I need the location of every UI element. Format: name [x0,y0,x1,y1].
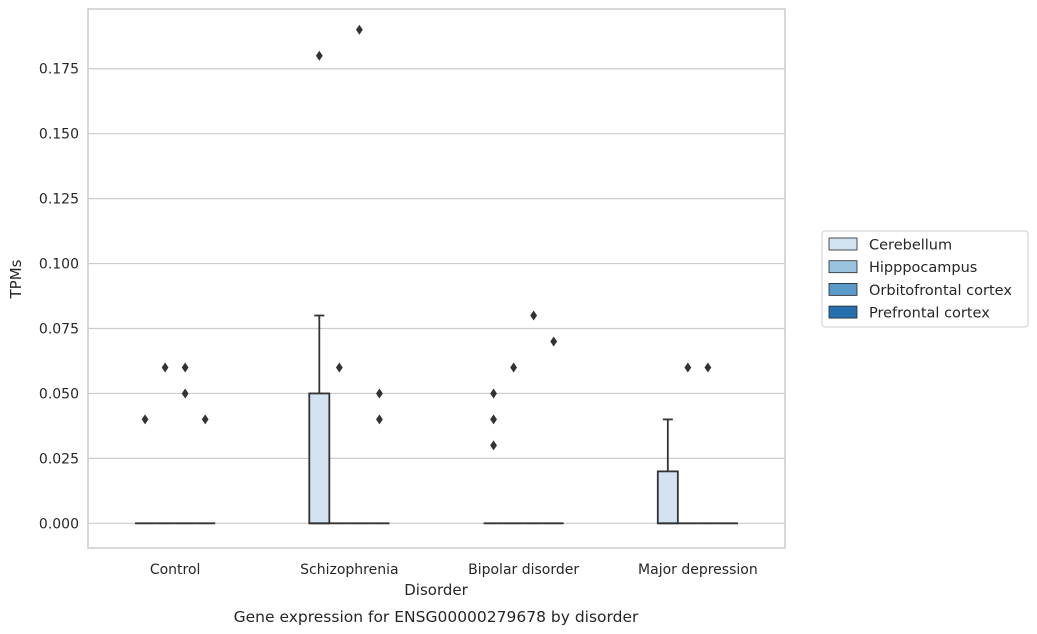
outlier-point [315,50,323,61]
box-plot [656,418,679,525]
y-tick-label: 0.175 [39,62,79,78]
outlier-point [376,414,383,425]
outlier-point [161,362,169,373]
legend: Cerebellum Hipppocampus Orbitofrontal cort… [821,230,1029,328]
y-tick-label: 0.050 [39,386,79,402]
box-plot [308,314,331,525]
y-tick-label: 0.000 [39,516,79,532]
legend-label: Prefrontal cortex [869,306,990,322]
outlier-point [490,414,497,425]
x-tick-label: Bipolar disorder [468,562,579,578]
y-axis-label: TPMs [7,259,25,299]
y-tick-label: 0.075 [39,322,79,338]
x-axis-ticks: Control Schizophrenia Bipolar disorder Majo… [150,562,758,578]
box-rect [308,392,331,525]
outlier-point [355,24,363,35]
outlier-points [141,24,712,451]
outlier-point [684,362,692,373]
legend-frame [821,230,1029,328]
outlier-point [510,362,518,373]
outlier-point [490,388,497,399]
box-rect [656,470,679,525]
y-tick-label: 0.125 [39,192,79,208]
outlier-point [181,388,189,399]
x-axis-label: Disorder [404,581,468,599]
legend-swatch [828,282,858,296]
plot-frame [87,8,786,549]
x-tick-label: Control [150,562,201,578]
outlier-point [201,414,209,425]
grid-lines [88,68,785,524]
outlier-point [490,440,497,451]
box-series [135,314,738,525]
chart-caption: Gene expression for ENSG00000279678 by d… [234,608,639,626]
x-tick-label: Schizophrenia [300,562,398,578]
outlier-point [181,362,189,373]
outlier-point [141,414,149,425]
y-tick-label: 0.150 [39,127,79,143]
legend-label: Cerebellum [869,238,952,254]
y-tick-label: 0.025 [39,451,79,467]
outlier-point [530,310,538,321]
outlier-point [335,362,343,373]
outlier-point [550,336,558,347]
y-axis-ticks: 0.000 0.025 0.050 0.075 0.100 0.125 0.150 0.175 [39,62,79,533]
legend-label: Orbitofrontal cortex [869,283,1012,299]
x-tick-label: Major depression [638,562,758,578]
legend-swatch [828,305,858,319]
legend-swatch [828,260,858,274]
y-tick-label: 0.100 [39,257,79,273]
legend-label: Hipppocampus [869,260,977,276]
outlier-point [704,362,712,373]
legend-swatch [828,237,858,251]
outlier-point [376,388,383,399]
